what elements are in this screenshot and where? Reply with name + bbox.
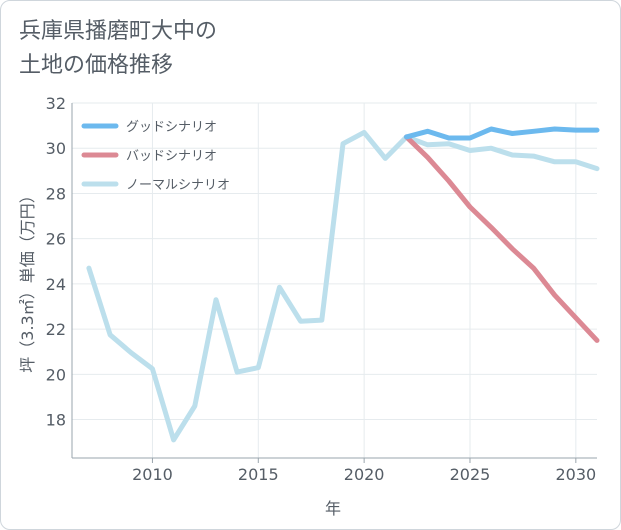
legend-label-good: グッドシナリオ [126,120,217,135]
series-line-bad [404,134,600,343]
y-tick-label: 24 [46,275,66,294]
legend-label-normal: ノーマルシナリオ [126,178,230,193]
chart-title-line2: 土地の価格推移 [19,53,174,78]
y-tick-label: 28 [46,184,66,203]
chart-title-line1: 兵庫県播磨町大中の [19,19,218,44]
x-tick-label: 2025 [450,465,491,484]
y-tick-label: 32 [46,94,66,113]
y-tick-label: 22 [46,320,66,339]
series-line-normal [86,129,600,443]
legend-label-bad: バッドシナリオ [126,149,217,164]
x-tick-label: 2020 [344,465,385,484]
x-tick-label: 2010 [132,465,173,484]
y-axis-ticks: 18 20 22 24 26 28 30 32 [46,94,66,430]
y-tick-label: 18 [46,411,66,430]
series-line-good [404,126,600,141]
axes [71,103,597,463]
y-tick-label: 26 [46,230,66,249]
y-tick-label: 20 [46,365,66,384]
x-axis-label: 年 [325,499,341,518]
series-lines [86,126,600,443]
x-tick-label: 2030 [555,465,596,484]
y-axis-label: 坪（3.3㎡）単価（万円） [18,187,37,372]
x-tick-label: 2015 [238,465,279,484]
y-tick-label: 30 [46,139,66,158]
chart-title: 兵庫県播磨町大中の 土地の価格推移 [19,15,217,83]
x-axis-ticks: 2010 2015 2020 2025 2030 [132,465,596,484]
grid-lines [72,102,597,458]
